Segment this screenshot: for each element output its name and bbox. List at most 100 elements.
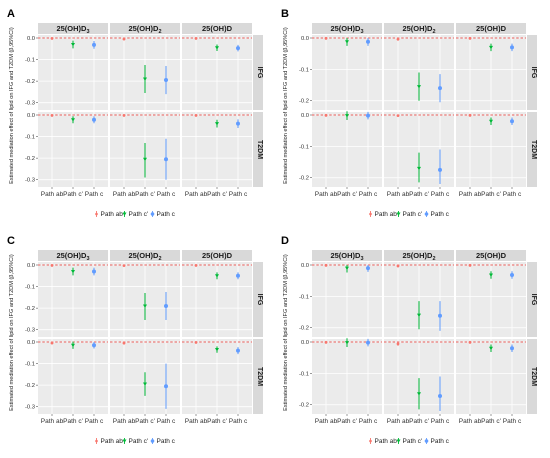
y-tick-label: -0.2 xyxy=(299,99,309,105)
x-tick-label: Path c xyxy=(503,191,522,198)
strip-top xyxy=(182,23,252,34)
strip-label: 25(OH)D2 xyxy=(402,24,435,35)
y-tick-label: -0.2 xyxy=(25,156,35,162)
point-marker xyxy=(489,45,493,50)
x-tick-label: Path c xyxy=(503,418,522,425)
strip-label: 25(OH)D3 xyxy=(56,24,89,35)
x-tick-label: Path c' xyxy=(63,418,83,425)
point-marker xyxy=(366,113,370,118)
point-marker xyxy=(324,263,328,267)
point-marker xyxy=(510,346,514,351)
y-tick-label: -0.2 xyxy=(25,306,35,312)
point-marker xyxy=(164,384,168,389)
point-marker xyxy=(345,341,349,345)
x-tick-label: Path c xyxy=(229,191,248,198)
point-marker xyxy=(489,273,493,278)
y-tick-label: 0.0 xyxy=(301,340,309,346)
point-marker xyxy=(468,340,472,344)
point-marker xyxy=(510,119,514,124)
legend-item: Path c xyxy=(424,438,450,445)
x-tick-label: Path c xyxy=(157,418,176,425)
strip-label: 25(OH)D2 xyxy=(402,251,435,262)
x-tick-label: Path ab xyxy=(459,191,482,198)
point-marker xyxy=(71,343,75,348)
point-marker xyxy=(164,78,168,83)
point-marker xyxy=(50,341,54,345)
x-tick-label: Path c' xyxy=(135,418,155,425)
legend-key-marker xyxy=(122,439,127,443)
panel-C: C Estimated mediation effect of lipid on … xyxy=(7,235,263,445)
strip-right-label: T2DM xyxy=(256,140,263,159)
strip-right-label: IFG xyxy=(530,294,537,306)
strip-top xyxy=(110,250,180,261)
point-marker xyxy=(396,114,400,118)
legend-item: Path c xyxy=(424,211,450,218)
point-marker xyxy=(417,313,421,318)
point-marker xyxy=(236,348,240,353)
panel-letter: C xyxy=(7,235,15,247)
y-axis-title: Estimated mediation effect of lipid on I… xyxy=(9,27,15,184)
point-marker xyxy=(438,393,442,398)
y-tick-label: 0.0 xyxy=(27,113,35,119)
point-marker xyxy=(71,118,75,122)
point-marker xyxy=(143,382,147,387)
point-marker xyxy=(215,274,219,278)
y-tick-label: -0.2 xyxy=(299,403,309,409)
point-marker xyxy=(122,37,126,41)
point-marker xyxy=(345,40,349,44)
strip-top xyxy=(456,250,526,261)
y-tick-label: 0.0 xyxy=(301,113,309,119)
point-marker xyxy=(122,264,126,268)
strip-right xyxy=(253,35,263,110)
x-tick-label: Path c xyxy=(85,191,104,198)
x-tick-label: Path ab xyxy=(387,191,410,198)
legend-item: Path ab xyxy=(369,438,397,445)
x-tick-label: Path ab xyxy=(41,418,64,425)
legend-key-marker xyxy=(424,212,429,216)
point-marker xyxy=(71,42,75,47)
strip-top xyxy=(312,23,382,34)
strip-right xyxy=(527,112,537,187)
point-marker xyxy=(438,86,442,91)
legend-label: Path c xyxy=(431,211,450,218)
y-tick-label: -0.1 xyxy=(299,144,309,150)
strip-right xyxy=(253,262,263,337)
strip-top xyxy=(384,250,454,261)
strip-label: 25(OH)D2 xyxy=(128,251,161,262)
point-marker xyxy=(194,341,198,344)
point-marker xyxy=(92,269,96,274)
x-tick-label: Path c' xyxy=(63,191,83,198)
point-marker xyxy=(438,167,442,172)
point-marker xyxy=(143,77,147,81)
point-marker xyxy=(71,269,75,274)
strip-top xyxy=(110,23,180,34)
y-tick-label: -0.3 xyxy=(25,178,35,184)
point-marker xyxy=(215,46,219,50)
point-marker xyxy=(236,121,240,126)
x-tick-label: Path c' xyxy=(409,418,429,425)
strip-label: 25(OH)D xyxy=(202,24,233,33)
legend-item: Path c' xyxy=(122,438,148,445)
y-tick-label: 0.0 xyxy=(27,340,35,346)
strip-top xyxy=(456,23,526,34)
legend-key-marker xyxy=(150,212,155,216)
point-marker xyxy=(345,114,349,118)
point-marker xyxy=(396,342,400,346)
legend-item: Path c' xyxy=(122,211,149,218)
x-tick-label: Path c' xyxy=(481,418,501,425)
legend-label: Path c' xyxy=(129,211,149,218)
point-marker xyxy=(122,114,126,117)
x-tick-label: Path ab xyxy=(113,418,136,425)
x-tick-label: Path c' xyxy=(481,191,501,198)
strip-label: 25(OH)D xyxy=(476,251,507,260)
point-marker xyxy=(164,303,168,308)
strip-label: 25(OH)D2 xyxy=(128,24,161,35)
x-tick-label: Path ab xyxy=(185,191,208,198)
strip-top xyxy=(312,250,382,261)
panel-letter: A xyxy=(7,8,15,20)
x-tick-label: Path c' xyxy=(409,191,429,198)
point-marker xyxy=(417,392,421,396)
legend-key-marker xyxy=(396,439,401,443)
point-marker xyxy=(50,264,54,267)
strip-right xyxy=(253,112,263,187)
